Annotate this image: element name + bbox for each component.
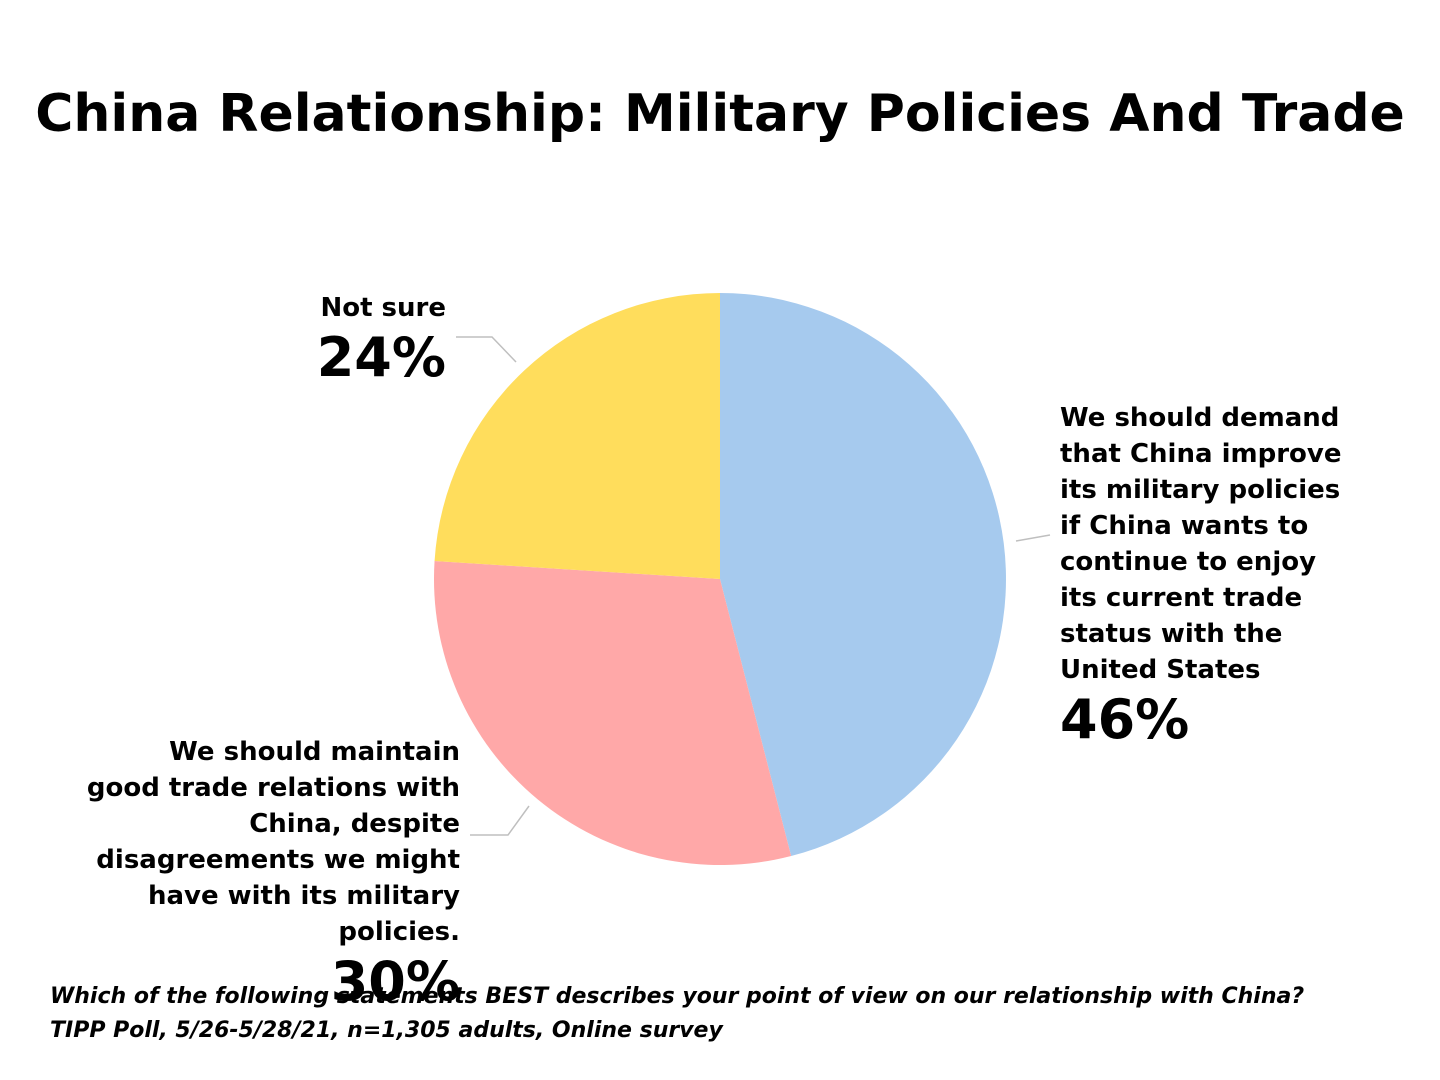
slice-label-demand-improve: We should demand that China improve its … xyxy=(1060,364,1360,786)
pie-slice-maintain-trade xyxy=(433,561,792,865)
chart-title: China Relationship: Military Policies An… xyxy=(35,84,1405,144)
survey-question-note: Which of the following statements BEST d… xyxy=(50,984,1305,1009)
leader-line-maintain-trade xyxy=(470,805,530,836)
slice-label-maintain-trade: We should maintain good trade relations … xyxy=(40,698,460,1048)
pie-slice-not-sure xyxy=(434,293,720,579)
leader-line-not-sure xyxy=(456,336,517,363)
slice-value-label: 46% xyxy=(1060,688,1190,751)
survey-source-note: TIPP Poll, 5/26-5/28/21, n=1,305 adults,… xyxy=(50,1018,723,1043)
slice-label-text: Not sure xyxy=(320,293,446,323)
slice-value-label: 30% xyxy=(330,950,460,1013)
slice-label-text: We should maintain good trade relations … xyxy=(86,737,460,947)
leader-line-demand-improve xyxy=(1015,534,1051,542)
pie-slice-demand-improve xyxy=(720,293,1006,857)
slice-label-not-sure: Not sure 24% xyxy=(120,290,446,388)
slice-label-text: We should demand that China improve its … xyxy=(1060,403,1342,685)
slice-value-label: 24% xyxy=(316,326,446,389)
